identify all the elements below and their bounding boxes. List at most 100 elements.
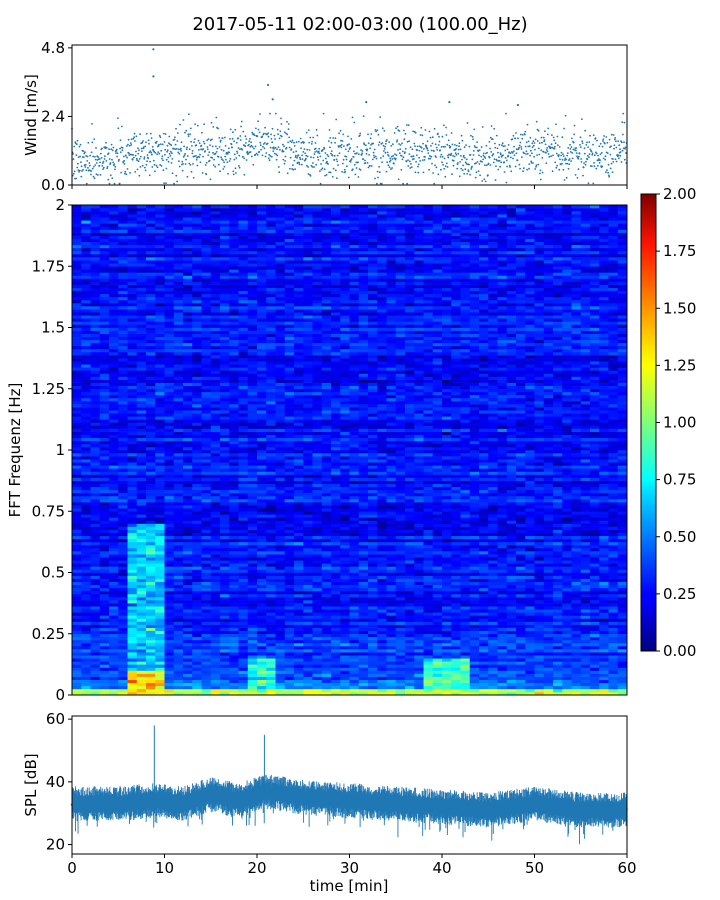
spectrogram-cell: [599, 578, 609, 582]
spectrogram-cell: [155, 544, 165, 549]
spectrogram-cell: [81, 606, 91, 610]
spectrogram-cell: [358, 682, 369, 687]
wind-point: [270, 155, 273, 158]
spectrogram-cell: [136, 673, 147, 677]
spectrogram-cell: [516, 581, 526, 586]
spectrogram-cell: [99, 667, 110, 671]
spectrogram-cell: [81, 560, 91, 564]
spectrogram-cell: [506, 688, 517, 693]
spectrogram-cell: [192, 618, 202, 622]
spectrogram-cell: [331, 673, 341, 677]
wind-point: [373, 156, 376, 159]
wind-point: [95, 162, 98, 164]
spectrogram-cell: [192, 691, 202, 696]
spectrogram-cell: [229, 597, 239, 601]
spectrogram-cell: [414, 688, 424, 693]
spectrogram-cell: [479, 590, 489, 595]
spectrogram-cell: [173, 538, 184, 543]
wind-point: [516, 159, 519, 162]
spectrogram-cell: [155, 535, 165, 540]
spectrogram-cell: [201, 517, 212, 521]
spectrogram-cell: [266, 658, 276, 662]
spectrogram-cell: [497, 593, 508, 598]
spectrogram-cell: [312, 624, 323, 628]
spectrogram-cell: [368, 682, 378, 687]
spectrogram-cell: [72, 593, 82, 598]
wind-point: [416, 149, 419, 152]
spectrogram-cell: [99, 578, 110, 582]
spectrogram-cell: [136, 597, 147, 601]
spectrogram-cell: [90, 597, 101, 601]
spectrogram-cell: [321, 590, 332, 595]
wind-point: [324, 157, 327, 160]
spectrogram-cell: [617, 544, 628, 549]
spectrogram-cell: [266, 593, 276, 598]
wind-point: [562, 153, 564, 156]
spectrogram-cell: [386, 639, 397, 644]
spectrogram-cell: [488, 652, 498, 656]
wind-point: [229, 138, 231, 140]
spectrogram-cell: [599, 603, 609, 607]
wind-point: [148, 142, 150, 145]
wind-point: [234, 128, 237, 131]
wind-point: [475, 171, 478, 174]
spectrogram-cell: [562, 584, 572, 589]
spectrogram-cell: [155, 548, 165, 552]
spectrogram-cell: [405, 551, 415, 555]
spectrogram-cell: [192, 639, 202, 644]
spectrogram-cell: [525, 661, 535, 665]
spectrogram-cell: [155, 612, 165, 616]
wind-point: [287, 128, 290, 131]
spectrogram-cell: [303, 548, 313, 552]
wind-point: [309, 136, 312, 139]
spectrogram-cell: [192, 633, 202, 638]
wind-point: [483, 178, 486, 181]
spectrogram-cell: [543, 575, 554, 579]
spectrogram-cell: [284, 572, 295, 576]
spectrogram-cell: [488, 655, 498, 659]
spectrogram-cell: [395, 572, 406, 576]
spectrogram-cell: [506, 590, 517, 595]
spectrogram-cell: [238, 603, 249, 607]
spectrogram-cell: [617, 688, 628, 693]
spectrogram-cell: [368, 639, 378, 644]
spectrogram-cell: [506, 642, 517, 647]
spectrogram-cell: [284, 535, 295, 540]
wind-point: [574, 174, 577, 176]
wind-point: [377, 176, 379, 179]
spectrogram-cell: [220, 560, 230, 564]
wind-point: [79, 155, 81, 158]
spectrogram-cell: [617, 548, 628, 552]
spectrogram-cell: [497, 575, 508, 579]
spectrogram-cell: [118, 529, 128, 533]
spectrogram-cell: [266, 529, 276, 533]
spectrogram-cell: [617, 535, 628, 540]
spectrogram-cell: [377, 670, 387, 674]
spectrogram-cell: [414, 685, 424, 690]
spectrogram-cell: [608, 548, 619, 552]
spectrogram-cell: [442, 630, 452, 635]
spectrogram-cell: [395, 532, 406, 537]
spectrogram-cell: [238, 639, 249, 644]
spectrogram-cell: [497, 551, 508, 555]
spectrogram-cell: [321, 682, 332, 687]
wind-point: [117, 127, 120, 130]
spectrogram-cell: [266, 639, 276, 644]
spectrogram-cell: [127, 587, 138, 592]
spectrogram-cell: [340, 627, 350, 631]
wind-point: [109, 174, 112, 177]
spectrogram-cell: [136, 655, 147, 659]
spectrogram-cell: [516, 682, 526, 687]
spectrogram-cell: [553, 673, 563, 677]
wind-point: [338, 132, 340, 135]
spectrogram-cell: [238, 587, 249, 592]
spectrogram-cell: [220, 649, 230, 653]
spectrogram-cell: [488, 636, 498, 641]
spectrogram-cell: [423, 557, 434, 561]
spectrogram-cell: [183, 548, 193, 552]
spectrogram-cell: [414, 633, 424, 638]
spectrogram-cell: [136, 578, 147, 582]
spectrogram-cell: [608, 639, 619, 644]
spectrogram-cell: [146, 670, 156, 674]
wind-point: [99, 161, 101, 164]
